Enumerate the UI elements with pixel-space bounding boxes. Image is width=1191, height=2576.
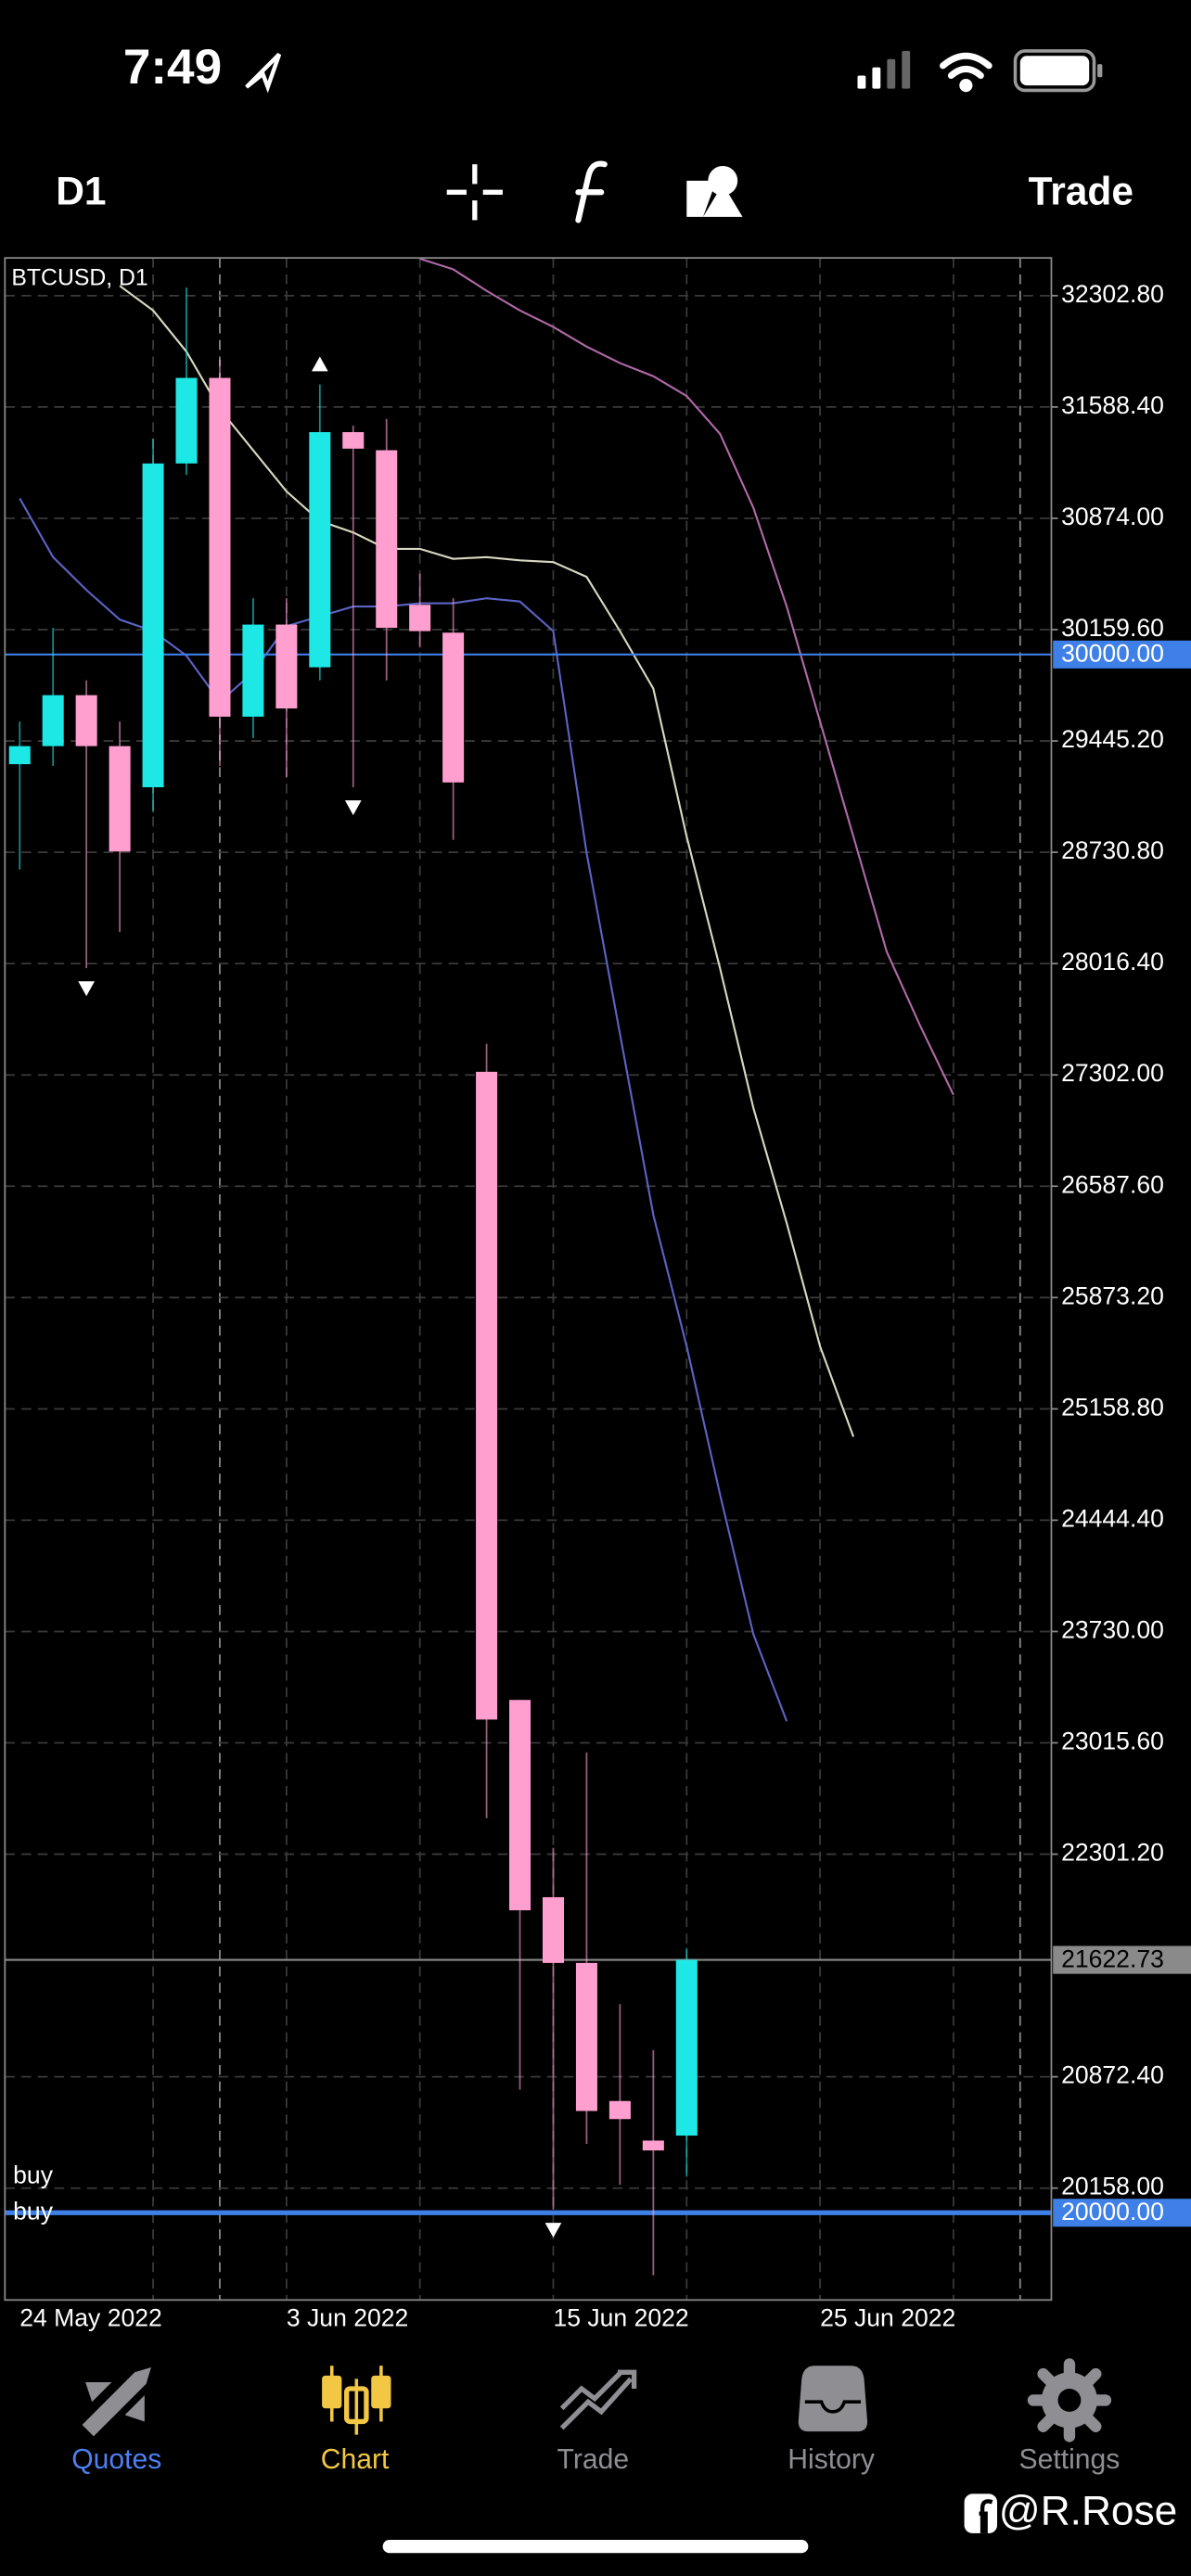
crosshair-button[interactable]	[446, 164, 503, 221]
order-label: buy	[13, 2161, 54, 2188]
candle-body	[209, 377, 231, 717]
candle-body	[476, 1071, 498, 1720]
y-tick-label: 28016.40	[1061, 948, 1164, 976]
x-tick-label: 15 Jun 2022	[553, 2304, 688, 2332]
candle-body	[575, 1962, 597, 2111]
candle-body	[175, 377, 198, 464]
facebook-glyph	[979, 2499, 993, 2533]
y-tick-label: 20872.40	[1061, 2061, 1164, 2089]
y-tick-label: 24444.40	[1061, 1504, 1164, 1532]
candle-body	[142, 463, 164, 787]
candle-body	[309, 432, 331, 668]
tab-label: Quotes	[71, 2444, 161, 2475]
order-label: buy	[13, 2197, 54, 2225]
history-icon[interactable]	[798, 2366, 868, 2432]
y-tick-label: 22301.20	[1061, 1839, 1164, 1867]
candle-body	[542, 1896, 564, 1963]
tab-label: History	[788, 2444, 875, 2475]
y-tick-label: 20158.00	[1061, 2173, 1164, 2200]
y-tick-label: 29445.20	[1061, 725, 1164, 753]
plot-area	[5, 258, 1052, 2276]
x-tick-label: 3 Jun 2022	[287, 2304, 408, 2332]
candle-body	[642, 2140, 664, 2151]
candle-body	[376, 450, 398, 629]
objects-button[interactable]	[686, 165, 743, 217]
y-tick-label: 23730.00	[1061, 1615, 1164, 1643]
candle-body	[409, 605, 431, 631]
price-tag	[1053, 2199, 1191, 2227]
candle-body	[675, 1959, 698, 2136]
candle-body	[8, 746, 31, 765]
tab-label: Settings	[1019, 2444, 1121, 2475]
candle-body	[242, 624, 264, 717]
watermark: @R.Rose	[999, 2488, 1178, 2533]
tab-label: Chart	[321, 2444, 390, 2475]
x-tick-label: 24 May 2022	[19, 2304, 162, 2332]
fractal-down	[344, 800, 362, 816]
settings-icon[interactable]	[1027, 2358, 1112, 2442]
trade-button[interactable]: Trade	[1029, 170, 1133, 213]
candle-body	[342, 432, 365, 449]
moving-average-line	[119, 285, 855, 1437]
home-indicator	[382, 2540, 809, 2554]
candle-body	[442, 632, 465, 783]
candle-body	[608, 2100, 631, 2120]
wifi-icon	[940, 52, 992, 93]
y-tick-label: 27302.00	[1061, 1059, 1164, 1087]
tab-bar: Quotes Chart Trade History Settings	[71, 2444, 1120, 2475]
price-tag	[1053, 640, 1191, 669]
clock: 7:49	[123, 40, 222, 95]
chart-icon[interactable]	[322, 2366, 391, 2435]
fractal-down	[544, 2223, 562, 2238]
chart-symbol: BTCUSD, D1	[11, 266, 147, 291]
trade-tab-icon[interactable]	[559, 2369, 637, 2430]
fractal-down	[78, 981, 96, 997]
y-tick-label: 32302.80	[1061, 280, 1164, 308]
chart-frame	[4, 257, 1053, 2302]
tab-label: Trade	[557, 2444, 630, 2475]
axes: 32302.80 31588.40 30874.00 30159.60 29445.20…	[19, 280, 1191, 2332]
x-tick-label: 25 Jun 2022	[820, 2304, 955, 2332]
price-tag-label: 21622.73	[1061, 1945, 1164, 1972]
quotes-icon[interactable]	[82, 2366, 151, 2437]
price-tag-label: 30000.00	[1061, 640, 1164, 668]
signal-icon	[857, 50, 911, 89]
location-icon	[245, 52, 282, 94]
price-tag-label: 20000.00	[1061, 2198, 1164, 2225]
candle-body	[109, 746, 131, 852]
y-tick-label: 30159.60	[1061, 614, 1164, 642]
y-tick-label: 26587.60	[1061, 1170, 1164, 1198]
y-tick-label: 25158.80	[1061, 1393, 1164, 1421]
y-tick-label: 25873.20	[1061, 1282, 1164, 1309]
timeframe-button[interactable]: D1	[56, 170, 106, 213]
candle-body	[509, 1700, 531, 1911]
candle-body	[75, 695, 97, 746]
battery-icon	[1013, 49, 1103, 93]
y-tick-label: 30874.00	[1061, 503, 1164, 530]
fractal-up	[311, 356, 328, 372]
y-tick-label: 31588.40	[1061, 391, 1164, 419]
moving-average-line	[419, 258, 954, 1096]
price-tag	[1053, 1945, 1191, 1974]
indicators-button[interactable]	[575, 160, 608, 223]
y-tick-label: 28730.80	[1061, 836, 1164, 864]
candle-body	[42, 695, 64, 746]
y-tick-label: 23015.60	[1061, 1728, 1164, 1755]
candle-body	[275, 624, 298, 708]
